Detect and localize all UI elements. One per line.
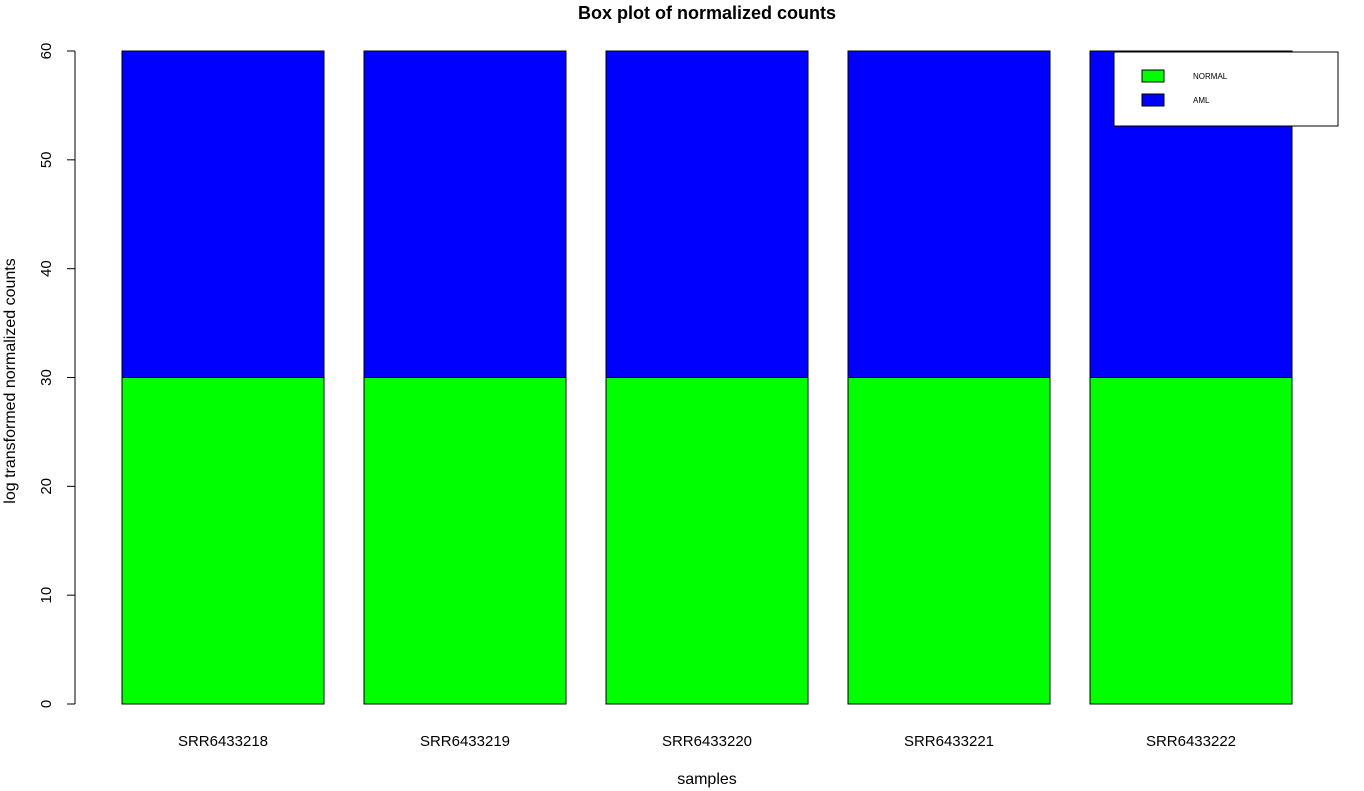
bar-aml-srr6433220 (605, 50, 809, 378)
x-tick-label: SRR6433218 (178, 733, 268, 750)
bar-normal-srr6433220 (605, 377, 809, 705)
bar-aml-srr6433221 (847, 50, 1051, 378)
x-tick-label: SRR6433221 (904, 733, 994, 750)
x-tick-labels: SRR6433218 SRR6433219 SRR6433220 SRR6433221… (178, 733, 1236, 750)
y-tick-label: 0 (38, 700, 55, 708)
legend-label-normal: NORMAL (1193, 72, 1228, 81)
x-axis-label: samples (677, 771, 737, 788)
y-tick-label: 50 (38, 151, 55, 168)
legend-swatch-aml (1141, 93, 1165, 107)
bar-aml-srr6433219 (363, 50, 567, 378)
y-tick-label: 30 (38, 369, 55, 386)
bar-normal-srr6433219 (363, 377, 567, 705)
y-axis: 0 10 20 30 40 50 60 (38, 43, 76, 708)
bar-normal-srr6433218 (121, 377, 325, 705)
bar-normal-srr6433222 (1089, 377, 1293, 705)
legend-label-aml: AML (1193, 96, 1210, 105)
chart-title: Box plot of normalized counts (578, 3, 836, 23)
y-tick-label: 60 (38, 43, 55, 60)
legend-box (1113, 51, 1339, 127)
x-tick-label: SRR6433222 (1146, 733, 1236, 750)
y-tick-label: 40 (38, 260, 55, 277)
legend: NORMAL AML (1113, 51, 1339, 127)
x-tick-label: SRR6433219 (420, 733, 510, 750)
bars-group (121, 50, 1293, 705)
y-tick-label: 10 (38, 587, 55, 604)
x-tick-label: SRR6433220 (662, 733, 752, 750)
bar-aml-srr6433218 (121, 50, 325, 378)
y-tick-label: 20 (38, 478, 55, 495)
y-axis-label: log transformed normalized counts (2, 258, 19, 503)
legend-swatch-normal (1141, 69, 1165, 83)
bar-normal-srr6433221 (847, 377, 1051, 705)
